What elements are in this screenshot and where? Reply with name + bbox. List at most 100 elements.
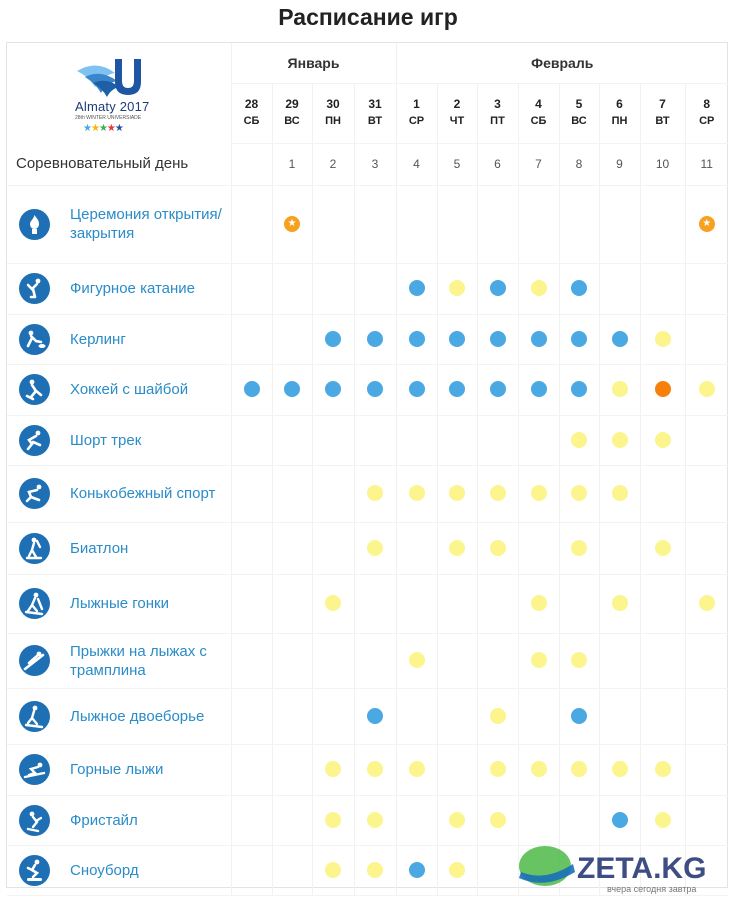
date-number: 4 [535,97,542,111]
sport-label-cell: Шорт трек [7,415,231,466]
snowboard-icon [19,854,50,886]
sport-name-link[interactable]: Фигурное катание [70,280,196,297]
freestyle-icon [19,804,50,836]
sport-name-link[interactable]: Керлинг [70,330,126,348]
schedule-cell [311,845,354,896]
date-header: 6 ПН [598,83,640,144]
schedule-cell [311,688,354,745]
blue-event-dot [489,381,506,398]
sport-name-link[interactable]: Лыжные гонки [70,595,169,612]
page-title: Расписание игр [278,4,458,30]
schedule-cell [558,364,599,416]
schedule-cell [517,263,559,315]
schedule-cell [476,633,518,689]
blue-event-dot [571,280,587,297]
sport-name-link[interactable]: Лыжное двоеборье [70,707,205,725]
sport-name-link[interactable]: Церемония открытия/закрытия [70,206,222,242]
schedule-cell [353,633,396,689]
schedule-cell [476,795,518,846]
schedule-cell [436,522,477,575]
sport-name-link[interactable]: Фристайл [70,811,138,829]
yellow-event-dot [611,595,628,612]
sport-label-cell: Конькобежный спорт [7,465,231,523]
schedule-cell [353,185,396,264]
yellow-event-dot [530,280,547,297]
blue-event-dot [489,330,506,347]
schedule-cell [684,688,728,745]
schedule-cell [684,744,728,796]
schedule-cell [230,314,272,365]
schedule-cell [271,314,312,365]
competition-day-number: 11 [684,143,728,186]
sport-row: Горные лыжи [7,744,728,796]
ski-jumping-icon [19,645,50,676]
schedule-cell [436,845,477,896]
day-of-week: ПН [325,115,341,127]
date-number: 7 [659,97,666,111]
date-header: 29 ВС [271,83,312,144]
schedule-cell [230,185,272,264]
schedule-cell [311,415,354,466]
date-number: 28 [244,97,259,111]
sport-name-link[interactable]: Хоккей с шайбой [70,381,189,398]
blue-event-dot [325,330,341,347]
sport-name-link[interactable]: Шорт трек [70,431,142,449]
date-header: 8 СР [684,83,728,144]
date-number: 31 [368,97,382,111]
schedule-cell [476,465,518,523]
schedule-cell [639,744,685,796]
schedule-cell [684,364,728,416]
day-of-week: СБ [530,115,547,127]
date-header: 31 ВТ [353,83,396,144]
schedule-cell [684,845,728,896]
yellow-event-dot [408,652,425,669]
blue-event-dot [325,381,341,398]
date-number: 3 [494,97,501,111]
competition-day-number: 2 [311,143,354,186]
sport-name-link[interactable]: Прыжки на лыжах с трамплина [70,642,207,679]
month-header: Февраль [395,43,728,84]
logo-emblem-icon [77,59,141,97]
schedule-cell [353,522,396,575]
date-number: 2 [453,97,461,111]
orange-event-dot [654,381,671,398]
schedule-cell [311,633,354,689]
sport-name-link[interactable]: Биатлон [70,539,129,557]
schedule-cell [436,633,477,689]
blue-event-dot [367,330,383,347]
sport-name-link[interactable]: Горные лыжи [70,761,164,778]
schedule-cell [436,465,477,523]
universiade-logo: Almaty 2017 28th WINTER UNIVERSIADE ★★★★… [67,51,177,136]
sport-name-link[interactable]: Конькобежный спорт [70,485,216,502]
schedule-cell [684,263,728,315]
sport-name-link[interactable]: Сноуборд [70,861,139,879]
date-number: 30 [326,97,340,111]
schedule-cell [271,263,312,315]
schedule-cell [476,263,518,315]
schedule-cell [353,688,396,745]
schedule-cell [311,465,354,523]
schedule-cell [271,185,312,264]
schedule-cell [639,845,685,896]
schedule-cell [353,744,396,796]
sport-label-cell: Хоккей с шайбой [7,364,231,416]
yellow-event-dot [449,280,465,297]
schedule-cell [639,522,685,575]
schedule-cell [684,574,728,634]
competition-day-number: 6 [476,143,518,186]
schedule-cell [517,364,559,416]
logo-brand-text: Almaty 2017 [75,99,150,114]
schedule-cell [395,744,437,796]
schedule-cell [311,574,354,634]
sport-row: Конькобежный спорт [7,465,728,523]
schedule-cell [684,185,728,264]
schedule-cell [684,465,728,523]
schedule-cell [436,744,477,796]
day-of-week: ПТ [490,115,505,127]
schedule-cell [395,795,437,846]
schedule-cell [639,633,685,689]
schedule-cell [639,415,685,466]
blue-event-dot [611,330,628,347]
schedule-cell [639,688,685,745]
yellow-event-dot [367,539,383,556]
